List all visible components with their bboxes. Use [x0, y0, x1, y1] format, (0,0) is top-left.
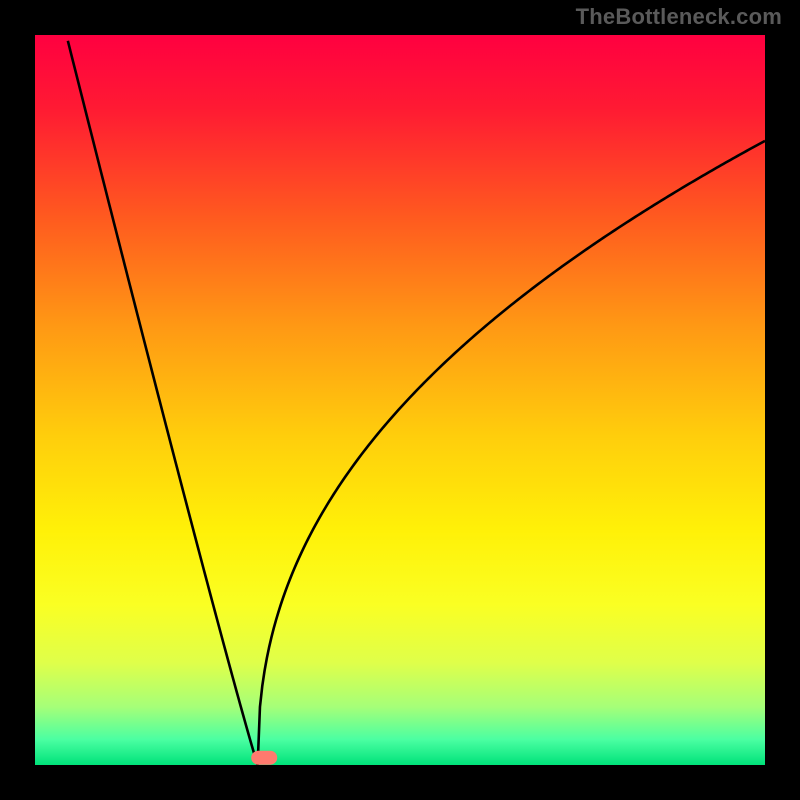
notch-marker	[251, 751, 277, 765]
chart-gradient-area	[35, 35, 765, 765]
watermark-text: TheBottleneck.com	[576, 4, 782, 30]
chart-svg	[0, 0, 800, 800]
